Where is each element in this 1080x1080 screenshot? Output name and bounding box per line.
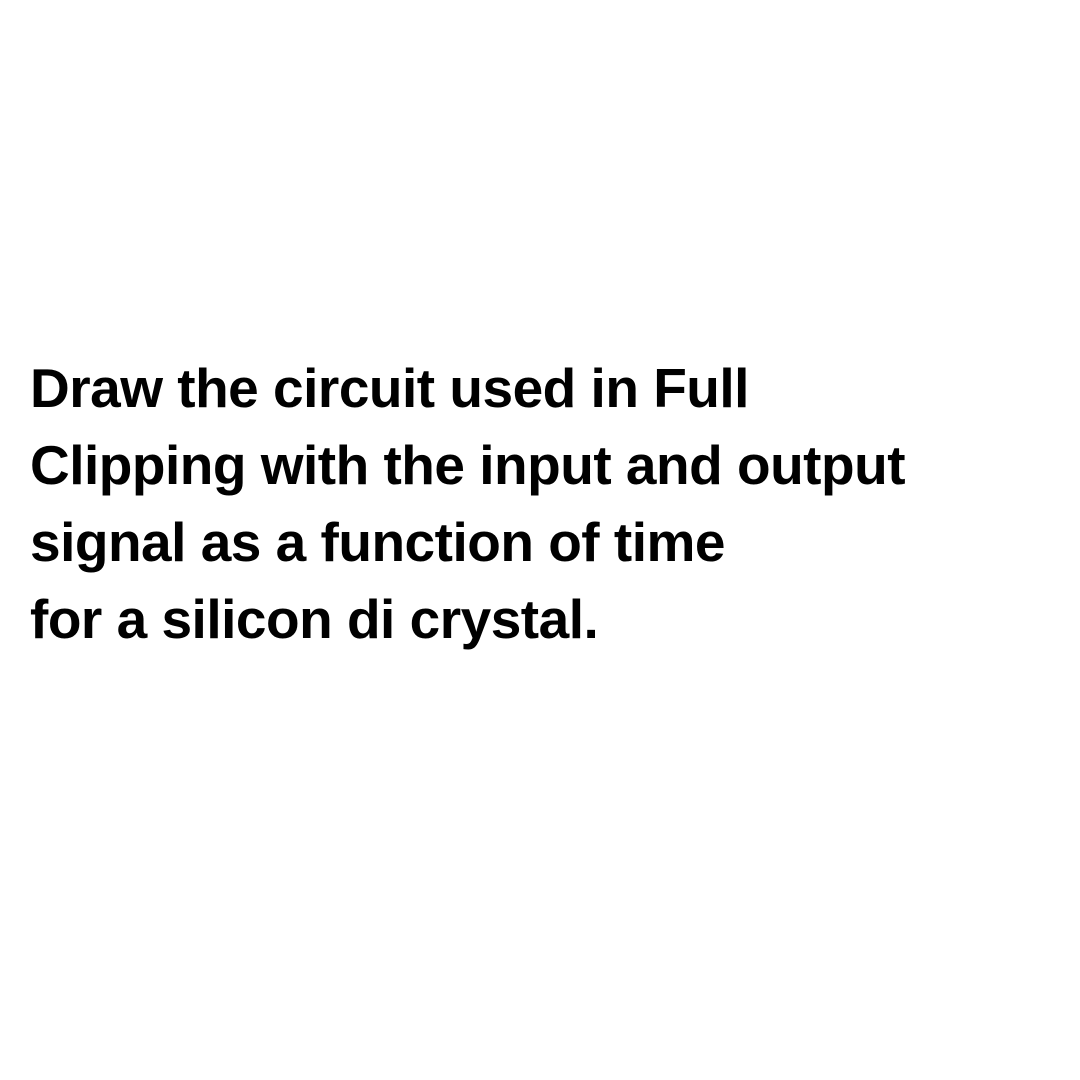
question-line-4: for a silicon di crystal. — [30, 581, 1050, 658]
question-line-1: Draw the circuit used in Full — [30, 350, 1050, 427]
question-container: Draw the circuit used in Full Clipping w… — [30, 350, 1050, 658]
question-line-3: signal as a function of time — [30, 504, 1050, 581]
question-line-2: Clipping with the input and output — [30, 427, 1050, 504]
